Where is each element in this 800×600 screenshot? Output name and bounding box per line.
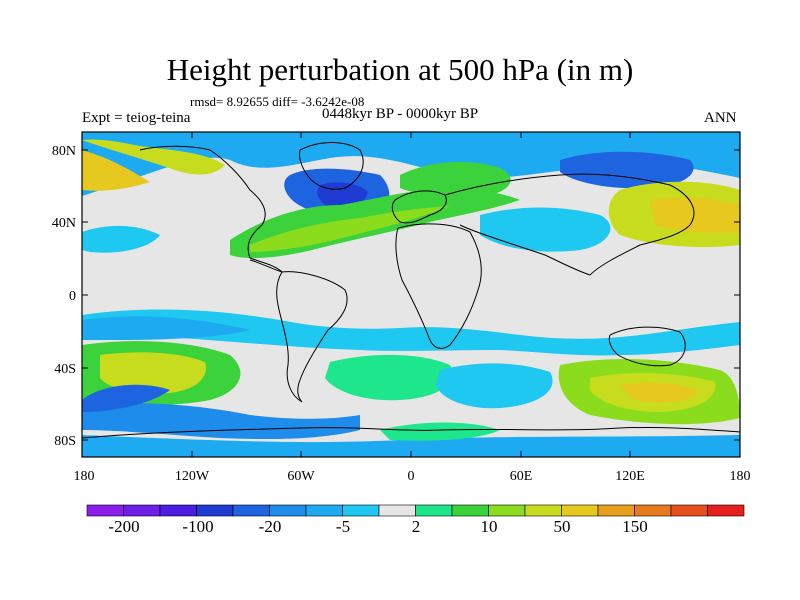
colorbar-label: 10	[481, 517, 498, 536]
lon-label: 180	[74, 469, 95, 484]
colorbar-label: 2	[412, 517, 421, 536]
colorbar-swatch	[561, 504, 599, 517]
plot-title: Height perturbation at 500 hPa (in m)	[166, 52, 634, 87]
lon-label: 120W	[175, 469, 210, 484]
coastline-north-america	[139, 145, 283, 273]
contour-field	[82, 132, 740, 457]
colorbar-swatch	[269, 504, 307, 517]
field-siberia-negative	[560, 151, 694, 189]
lat-label: 0	[69, 289, 76, 304]
field-arctic-positive-west	[82, 139, 225, 175]
field-pacific-negative-west	[82, 225, 160, 253]
colorbar-label: -20	[259, 517, 282, 536]
colorbar-label: -5	[336, 517, 350, 536]
season-label: ANN	[704, 110, 737, 126]
field-south-indian-positive-max	[620, 382, 700, 403]
lat-label: 40S	[54, 362, 76, 377]
period-label: 0448kyr BP - 0000kyr BP	[322, 106, 479, 122]
colorbar-label: 50	[554, 517, 571, 536]
colorbar-swatch	[305, 504, 343, 517]
field-band-north	[82, 132, 740, 196]
lon-label: 60W	[287, 469, 315, 484]
field-antarctic-band	[82, 435, 740, 457]
lon-label: 0	[408, 469, 415, 484]
field-southern-negative-core-west	[82, 384, 170, 412]
colorbar-label: 150	[622, 517, 648, 536]
field-atlantic-arc-core	[250, 206, 450, 252]
coastline-australia	[608, 326, 686, 367]
colorbar-swatch	[159, 504, 197, 517]
field-south-atlantic-positive	[325, 354, 453, 401]
field-south-indian-negative	[436, 363, 553, 409]
colorbar-swatch	[415, 504, 453, 517]
colorbar	[86, 504, 745, 517]
colorbar-swatch	[378, 504, 416, 517]
longitude-ticks: 180 120W 60W 0 60E 120E 180	[74, 132, 751, 484]
colorbar-swatch	[342, 504, 380, 517]
field-pacific-positive-core	[650, 197, 740, 234]
stats-text: rmsd= 8.92655 diff= -3.6242e-08	[190, 94, 365, 109]
lat-label: 40N	[52, 216, 76, 231]
coastline-asia	[444, 173, 695, 276]
field-south-pacific-positive-core	[100, 352, 206, 394]
colorbar-swatch	[232, 504, 270, 517]
colorbar-swatch	[86, 504, 124, 517]
colorbar-swatch	[123, 504, 161, 517]
field-tropical-negative-band	[82, 309, 740, 356]
lat-label: 80N	[52, 144, 76, 159]
lon-label: 180	[730, 469, 751, 484]
colorbar-swatch	[597, 504, 635, 517]
colorbar-label: -100	[182, 517, 213, 536]
lon-label: 60E	[510, 469, 533, 484]
field-asia-negative	[480, 207, 611, 252]
coastline-greenland	[299, 142, 364, 190]
coastline-africa	[395, 223, 482, 349]
colorbar-swatch	[670, 504, 708, 517]
latitude-ticks: 80N 40N 0 40S 80S	[52, 144, 740, 449]
coastline-europe	[391, 190, 447, 224]
field-antarctic-positive	[380, 422, 500, 441]
colorbar-swatch	[488, 504, 526, 517]
colorbar-swatch	[524, 504, 562, 517]
lon-label: 120E	[615, 469, 645, 484]
colorbar-swatch	[196, 504, 234, 517]
experiment-label: Expt = teiog-teina	[82, 110, 191, 126]
field-tropical-negative-core	[82, 316, 250, 340]
colorbar-labels: -200 -100 -20 -5 2 10 50 150	[108, 517, 647, 536]
coastline-south-america	[276, 271, 348, 403]
lat-label: 80S	[54, 434, 76, 449]
colorbar-swatch	[451, 504, 489, 517]
coastline-antarctica	[82, 426, 740, 439]
field-europe-positive	[400, 161, 511, 198]
coastlines	[82, 142, 740, 439]
colorbar-swatch	[634, 504, 672, 517]
field-arctic-positive-core	[82, 150, 150, 191]
field-southern-negative-west	[82, 403, 360, 440]
colorbar-label: -200	[108, 517, 139, 536]
colorbar-swatch	[707, 504, 745, 517]
